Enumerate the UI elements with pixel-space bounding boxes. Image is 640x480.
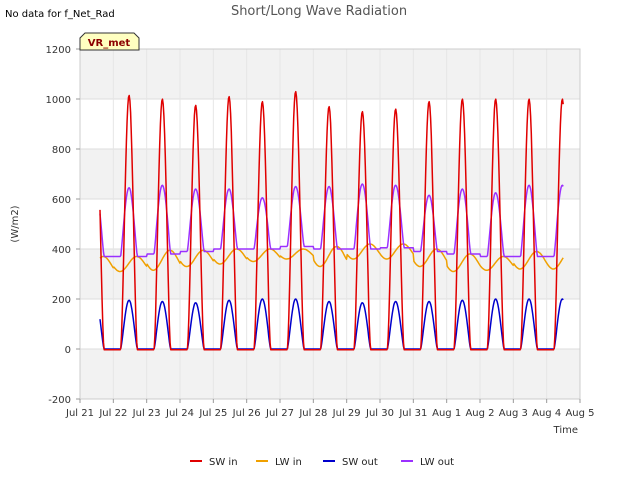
y-tick-label: 200 — [52, 295, 71, 306]
y-tick-label: 1200 — [46, 45, 71, 56]
series-line-lw-out — [99, 183, 564, 258]
x-tick-label: Aug 3 — [499, 408, 528, 419]
x-axis-label: Time — [553, 425, 578, 436]
plot-band — [80, 349, 580, 399]
series-line-lw-in — [99, 243, 564, 273]
series-line-sw-in — [99, 90, 564, 351]
x-tick-label: Jul 30 — [365, 408, 394, 419]
x-tick-label: Jul 25 — [198, 408, 227, 419]
legend-label: SW out — [342, 457, 378, 468]
plot-frame — [79, 48, 581, 400]
legend: SW in LW in SW out LW out — [190, 457, 454, 468]
station-badge[interactable]: VR_met — [79, 32, 140, 51]
legend-label: LW out — [420, 457, 454, 468]
plot-band — [80, 49, 580, 99]
x-tick-label: Jul 28 — [298, 408, 327, 419]
x-tick-label: Jul 26 — [232, 408, 261, 419]
y-tick-label: -200 — [48, 395, 71, 406]
x-tick-label: Aug 1 — [432, 408, 461, 419]
y-axis-ticks: -200 0 200 400 600 800 1000 1200 — [46, 45, 80, 406]
legend-label: LW in — [275, 457, 302, 468]
y-tick-label: 1000 — [46, 95, 71, 106]
legend-label: SW in — [209, 457, 238, 468]
y-tick-label: 0 — [65, 345, 71, 356]
series-lines — [99, 90, 564, 351]
y-tick-label: 800 — [52, 145, 71, 156]
x-tick-label: Jul 22 — [98, 408, 127, 419]
no-data-note: No data for f_Net_Rad — [5, 9, 115, 20]
x-tick-label: Jul 27 — [265, 408, 294, 419]
x-axis-ticks: Jul 21 Jul 22 Jul 23 Jul 24 Jul 25 Jul 26 Jul … — [65, 399, 595, 419]
x-tick-label: Jul 24 — [165, 408, 194, 419]
y-axis-label: (W/m2) — [10, 205, 21, 242]
y-tick-label: 600 — [52, 195, 71, 206]
x-tick-label: Jul 23 — [132, 408, 161, 419]
x-tick-label: Jul 29 — [332, 408, 361, 419]
x-tick-label: Aug 5 — [565, 408, 594, 419]
plot-band — [80, 149, 580, 199]
y-tick-label: 400 — [52, 245, 71, 256]
x-tick-label: Jul 31 — [398, 408, 427, 419]
x-tick-label: Aug 4 — [532, 408, 561, 419]
chart-title: Short/Long Wave Radiation — [231, 4, 407, 19]
station-badge-label: VR_met — [88, 38, 131, 49]
series-line-sw-out — [99, 298, 564, 350]
x-tick-label: Aug 2 — [465, 408, 494, 419]
x-tick-label: Jul 21 — [65, 408, 94, 419]
